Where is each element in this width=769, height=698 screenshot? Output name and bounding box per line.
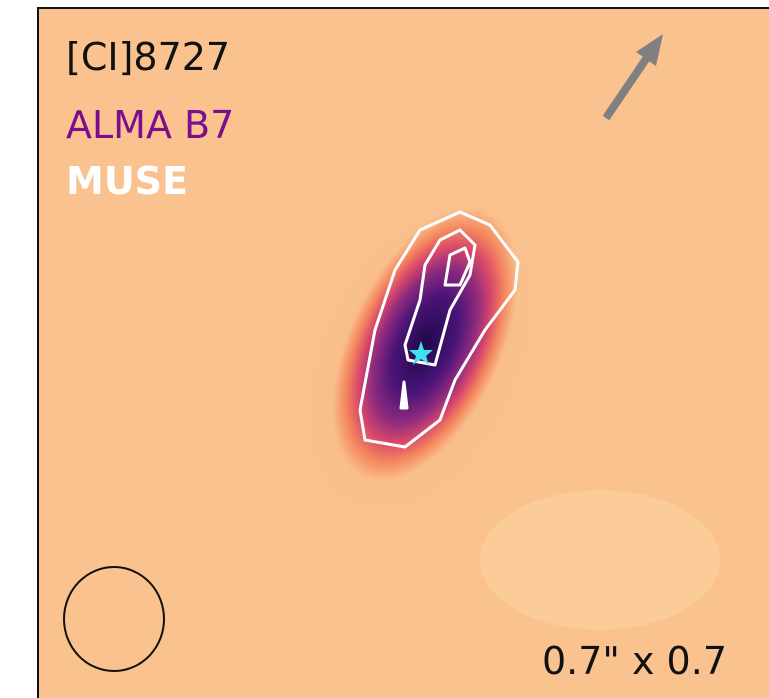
line-label: [CI]8727 <box>66 35 230 79</box>
arrow-head <box>636 34 663 66</box>
background-patch <box>480 490 720 630</box>
scale-label: 0.7" x 0.7 <box>542 639 727 683</box>
star-marker <box>409 341 433 365</box>
contour-inner <box>443 246 472 287</box>
contour-middle <box>403 228 477 367</box>
beam-ellipse <box>63 566 165 672</box>
contours <box>358 210 520 449</box>
alma-label: ALMA B7 <box>66 103 234 147</box>
contour-small <box>399 380 409 410</box>
contour-outer <box>358 210 520 449</box>
muse-label: MUSE <box>66 159 188 203</box>
arrow-shaft <box>602 53 652 121</box>
emission-blob <box>330 205 520 485</box>
direction-arrow <box>602 34 663 121</box>
